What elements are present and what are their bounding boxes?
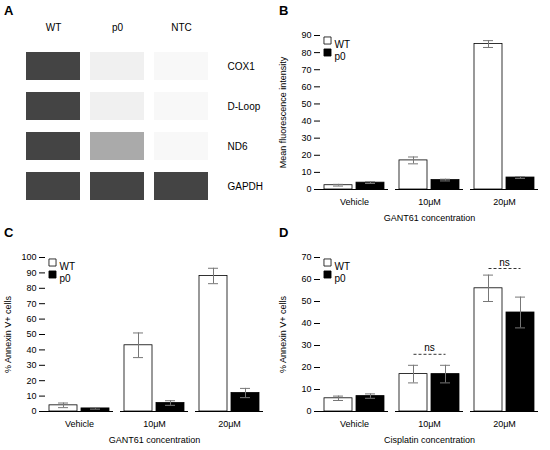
svg-text:GANT61 concentration: GANT61 concentration — [109, 435, 201, 445]
svg-text:GANT61 concentration: GANT61 concentration — [384, 213, 476, 223]
html-text:B: B — [279, 3, 289, 18]
svg-text:Mean fluorescence intensity: Mean fluorescence intensity — [278, 56, 288, 168]
svg-text:50: 50 — [26, 329, 36, 339]
svg-text:NTC: NTC — [171, 22, 192, 33]
svg-text:70: 70 — [26, 299, 36, 309]
svg-text:40: 40 — [26, 345, 36, 355]
svg-text:0: 0 — [306, 406, 311, 416]
svg-text:60: 60 — [26, 314, 36, 324]
svg-text:Vehicle: Vehicle — [340, 419, 369, 429]
svg-text:10μM: 10μM — [418, 419, 441, 429]
svg-text:70: 70 — [301, 252, 311, 262]
svg-text:D-Loop: D-Loop — [228, 101, 261, 112]
svg-text:30: 30 — [301, 133, 311, 143]
svg-text:30: 30 — [301, 340, 311, 350]
html-text:A: A — [4, 3, 14, 18]
svg-text:ns: ns — [499, 257, 510, 268]
svg-text:90: 90 — [301, 30, 311, 40]
svg-text:WT: WT — [335, 39, 351, 50]
svg-text:10μM: 10μM — [143, 419, 166, 429]
svg-text:70: 70 — [301, 65, 311, 75]
svg-text:100: 100 — [21, 252, 36, 262]
svg-text:Vehicle: Vehicle — [340, 197, 369, 207]
svg-text:20μM: 20μM — [493, 197, 516, 207]
svg-text:60: 60 — [301, 274, 311, 284]
svg-text:Vehicle: Vehicle — [65, 419, 94, 429]
svg-text:80: 80 — [26, 283, 36, 293]
svg-text:20μM: 20μM — [493, 419, 516, 429]
svg-text:p0: p0 — [335, 273, 347, 284]
svg-text:20: 20 — [301, 150, 311, 160]
html-text:C: C — [4, 225, 14, 240]
html-text:D: D — [279, 225, 289, 240]
svg-text:WT: WT — [60, 261, 76, 272]
svg-text:Cisplatin concentration: Cisplatin concentration — [384, 435, 475, 445]
svg-text:10: 10 — [301, 167, 311, 177]
svg-text:60: 60 — [301, 82, 311, 92]
svg-text:10: 10 — [26, 391, 36, 401]
svg-text:0: 0 — [306, 184, 311, 194]
svg-text:20μM: 20μM — [218, 419, 241, 429]
svg-text:p0: p0 — [60, 273, 72, 284]
svg-text:% Annexin V+ cells: % Annexin V+ cells — [3, 296, 13, 373]
svg-text:p0: p0 — [112, 22, 124, 33]
svg-text:% Annexin V+ cells: % Annexin V+ cells — [278, 296, 288, 373]
svg-text:COX1: COX1 — [228, 61, 256, 72]
svg-text:10: 10 — [301, 384, 311, 394]
svg-text:40: 40 — [301, 318, 311, 328]
svg-text:10μM: 10μM — [418, 197, 441, 207]
svg-text:ND6: ND6 — [228, 141, 248, 152]
svg-text:ns: ns — [424, 342, 435, 353]
svg-text:p0: p0 — [335, 51, 347, 62]
svg-text:40: 40 — [301, 116, 311, 126]
svg-text:GAPDH: GAPDH — [228, 181, 264, 192]
svg-text:30: 30 — [26, 360, 36, 370]
svg-text:50: 50 — [301, 296, 311, 306]
svg-text:20: 20 — [26, 376, 36, 386]
svg-text:WT: WT — [335, 261, 351, 272]
svg-text:80: 80 — [301, 47, 311, 57]
svg-text:90: 90 — [26, 268, 36, 278]
svg-text:WT: WT — [46, 22, 62, 33]
svg-text:0: 0 — [31, 406, 36, 416]
svg-text:50: 50 — [301, 99, 311, 109]
svg-text:20: 20 — [301, 362, 311, 372]
